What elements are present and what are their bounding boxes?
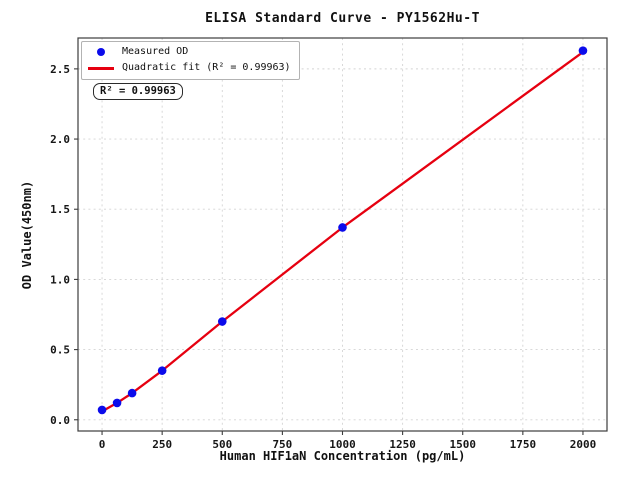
x-tick-label: 500 [212,438,232,451]
y-tick-label: 1.0 [50,273,70,286]
data-point [97,405,107,415]
r-squared-annotation: R² = 0.99963 [93,83,183,100]
scatter-marker-swatch [88,48,114,56]
y-tick-label: 0.5 [50,344,70,357]
legend-label-measured-od: Measured OD [122,46,189,57]
x-tick-label: 1250 [389,438,416,451]
data-point [112,398,122,408]
red-line-icon [88,66,114,70]
y-tick-label: 0.0 [50,414,70,427]
legend-item-quadratic-fit: Quadratic fit (R² = 0.99963) [88,62,291,74]
x-tick-label: 1000 [329,438,356,451]
x-tick-label: 1750 [510,438,537,451]
line-marker-swatch [88,66,114,70]
data-point [578,46,588,55]
x-tick-label: 1500 [449,438,476,451]
y-tick-label: 1.5 [50,203,70,216]
y-axis-label: OD Value(450nm) [20,180,34,290]
legend-label-quadratic-fit: Quadratic fit (R² = 0.99963) [122,62,291,73]
x-axis-label: Human HIF1aN Concentration (pg/mL) [219,449,466,463]
blue-dot-icon [97,48,105,56]
x-tick-label: 2000 [570,438,597,451]
data-point [157,366,167,375]
y-tick-label: 2.0 [50,133,70,146]
x-tick-label: 750 [272,438,292,451]
data-point [338,223,347,232]
legend-item-measured-od: Measured OD [88,46,291,58]
data-point [127,388,137,398]
x-tick-label: 250 [152,438,172,451]
chart-title: ELISA Standard Curve - PY1562Hu-T [205,11,480,26]
y-tick-label: 2.5 [50,63,70,76]
x-tick-label: 0 [99,438,106,451]
data-point [217,317,227,326]
legend: Measured OD Quadratic fit (R² = 0.99963) [81,41,300,80]
